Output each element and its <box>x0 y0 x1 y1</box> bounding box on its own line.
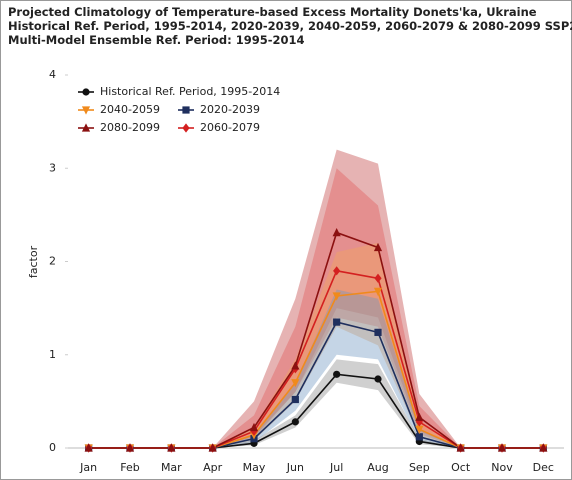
chart-title: Historical Ref. Period, 1995-2014, 2020-… <box>8 19 572 33</box>
x-tick-label: Sep <box>409 461 430 474</box>
point <box>167 443 176 452</box>
point <box>415 425 424 434</box>
point <box>333 318 341 326</box>
y-tick-label: 2 <box>49 255 56 268</box>
x-tick-label: Jun <box>286 461 304 474</box>
x-tick-label: Feb <box>120 461 139 474</box>
point <box>539 443 548 452</box>
point <box>82 88 90 96</box>
y-tick-label: 1 <box>49 348 56 361</box>
x-tick-label: May <box>243 461 266 474</box>
x-tick-label: Mar <box>161 461 182 474</box>
point <box>373 242 383 252</box>
point <box>81 106 91 115</box>
point <box>250 426 258 436</box>
point <box>291 379 300 388</box>
legend-label: 2060-2079 <box>200 121 260 134</box>
legend-label: 2040-2059 <box>100 103 160 116</box>
point <box>333 266 341 276</box>
point <box>81 123 91 132</box>
point <box>415 433 423 441</box>
x-tick-label: Jan <box>79 461 97 474</box>
legend-label: 2080-2099 <box>100 121 160 134</box>
point <box>291 418 299 426</box>
series-line <box>88 231 544 449</box>
band <box>88 168 544 448</box>
x-tick-label: Oct <box>451 461 471 474</box>
point <box>182 123 190 133</box>
x-tick-label: Jul <box>329 461 343 474</box>
chart-title: Multi-Model Ensemble Ref. Period: 1995-2… <box>8 33 305 47</box>
point <box>125 443 135 452</box>
point <box>249 422 259 432</box>
point <box>415 412 424 421</box>
y-tick-label: 4 <box>49 68 56 81</box>
x-tick-label: Aug <box>367 461 388 474</box>
series-line <box>88 373 544 449</box>
y-tick-label: 0 <box>49 441 56 454</box>
legend-label: 2020-2039 <box>200 103 260 116</box>
x-tick-label: Dec <box>533 461 554 474</box>
point <box>456 443 465 452</box>
band <box>88 359 544 448</box>
point <box>374 328 382 336</box>
point <box>291 361 300 370</box>
x-tick-label: Nov <box>491 461 513 474</box>
point <box>291 395 299 404</box>
x-tick-label: Apr <box>203 461 223 474</box>
point <box>182 106 190 114</box>
point <box>415 417 423 427</box>
band <box>88 242 544 448</box>
point <box>333 370 341 378</box>
point <box>208 443 217 452</box>
point <box>84 443 93 452</box>
legend-label: Historical Ref. Period, 1995-2014 <box>100 85 280 98</box>
point <box>332 292 341 301</box>
point <box>332 227 341 237</box>
point <box>373 287 383 296</box>
point <box>374 273 382 283</box>
chart-title: Projected Climatology of Temperature-bas… <box>8 5 537 19</box>
y-tick-label: 3 <box>49 161 56 174</box>
point <box>497 443 507 452</box>
band <box>88 289 544 448</box>
y-axis-label: factor <box>27 245 40 278</box>
point <box>374 375 382 383</box>
